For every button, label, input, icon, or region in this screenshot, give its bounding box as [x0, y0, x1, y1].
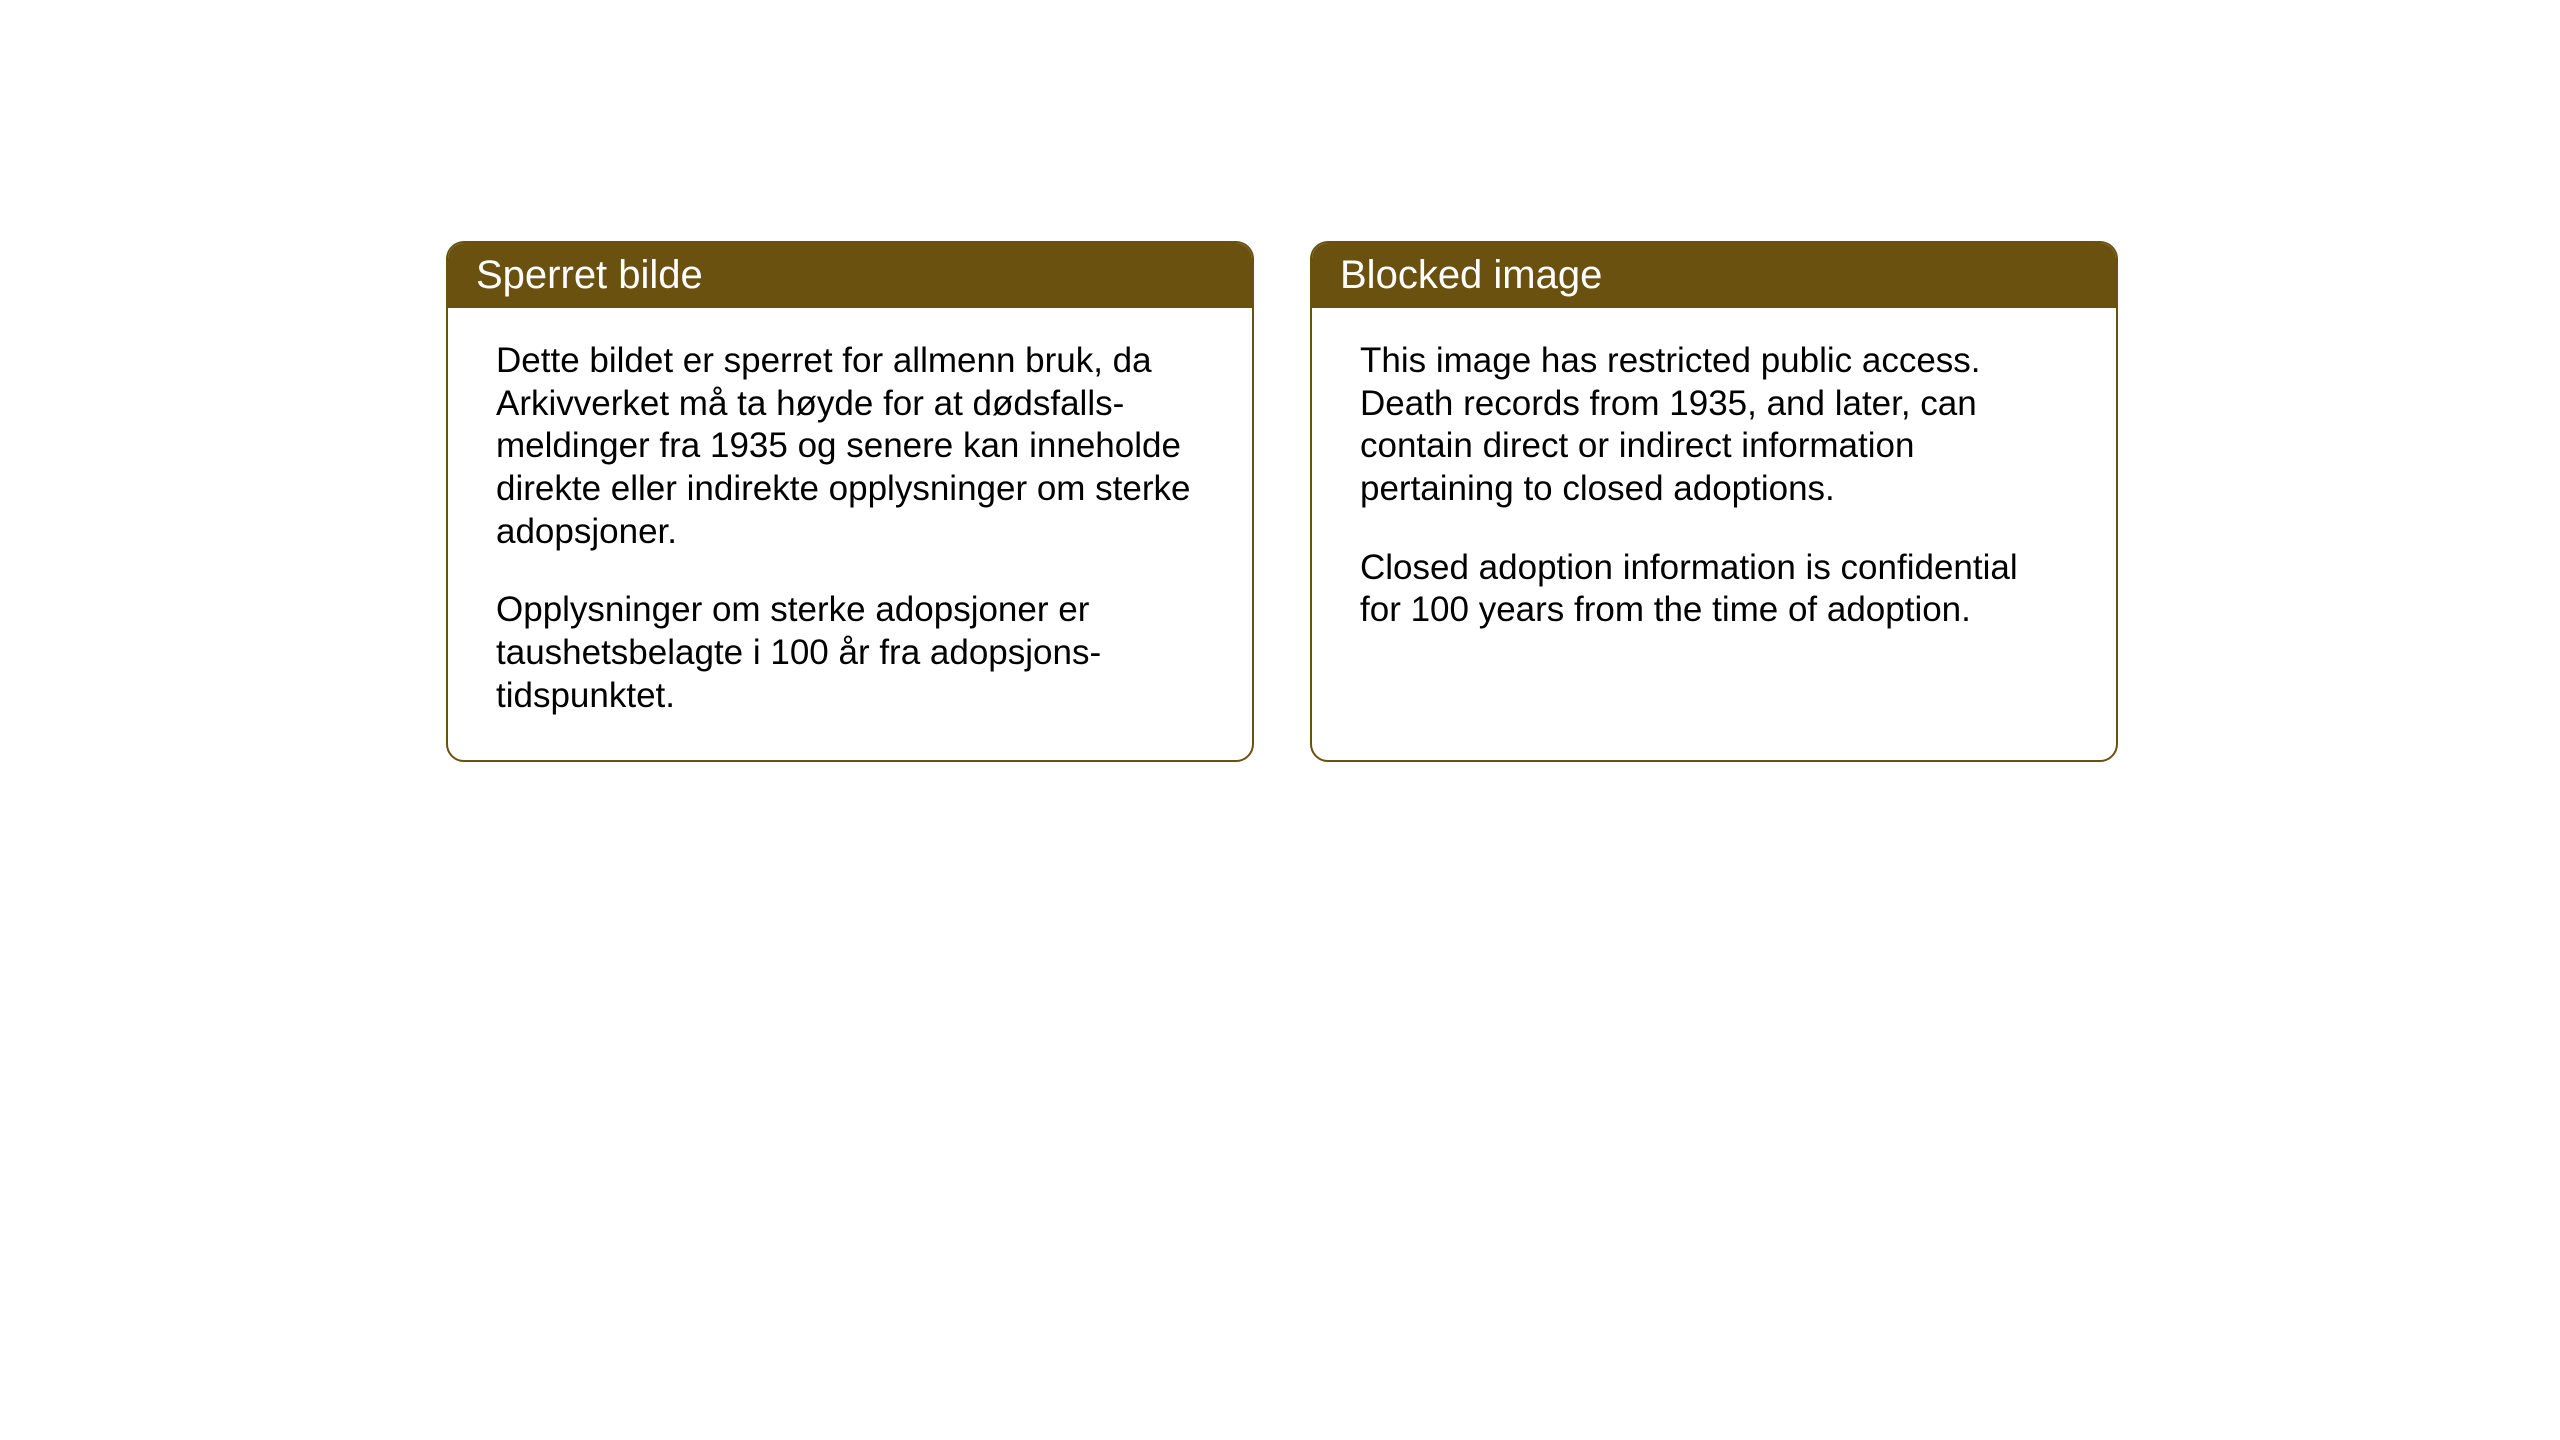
- card-header-norwegian: Sperret bilde: [448, 243, 1252, 308]
- notice-card-norwegian: Sperret bilde Dette bildet er sperret fo…: [446, 241, 1254, 762]
- card-title-norwegian: Sperret bilde: [476, 253, 703, 297]
- card-header-english: Blocked image: [1312, 243, 2116, 308]
- card-body-english: This image has restricted public access.…: [1312, 308, 2116, 674]
- notice-card-english: Blocked image This image has restricted …: [1310, 241, 2118, 762]
- card-paragraph-1-english: This image has restricted public access.…: [1360, 340, 2068, 511]
- card-paragraph-2-english: Closed adoption information is confident…: [1360, 547, 2068, 632]
- notice-cards-container: Sperret bilde Dette bildet er sperret fo…: [446, 241, 2118, 762]
- card-paragraph-2-norwegian: Opplysninger om sterke adopsjoner er tau…: [496, 589, 1204, 717]
- card-title-english: Blocked image: [1340, 253, 1602, 297]
- card-body-norwegian: Dette bildet er sperret for allmenn bruk…: [448, 308, 1252, 760]
- card-paragraph-1-norwegian: Dette bildet er sperret for allmenn bruk…: [496, 340, 1204, 553]
